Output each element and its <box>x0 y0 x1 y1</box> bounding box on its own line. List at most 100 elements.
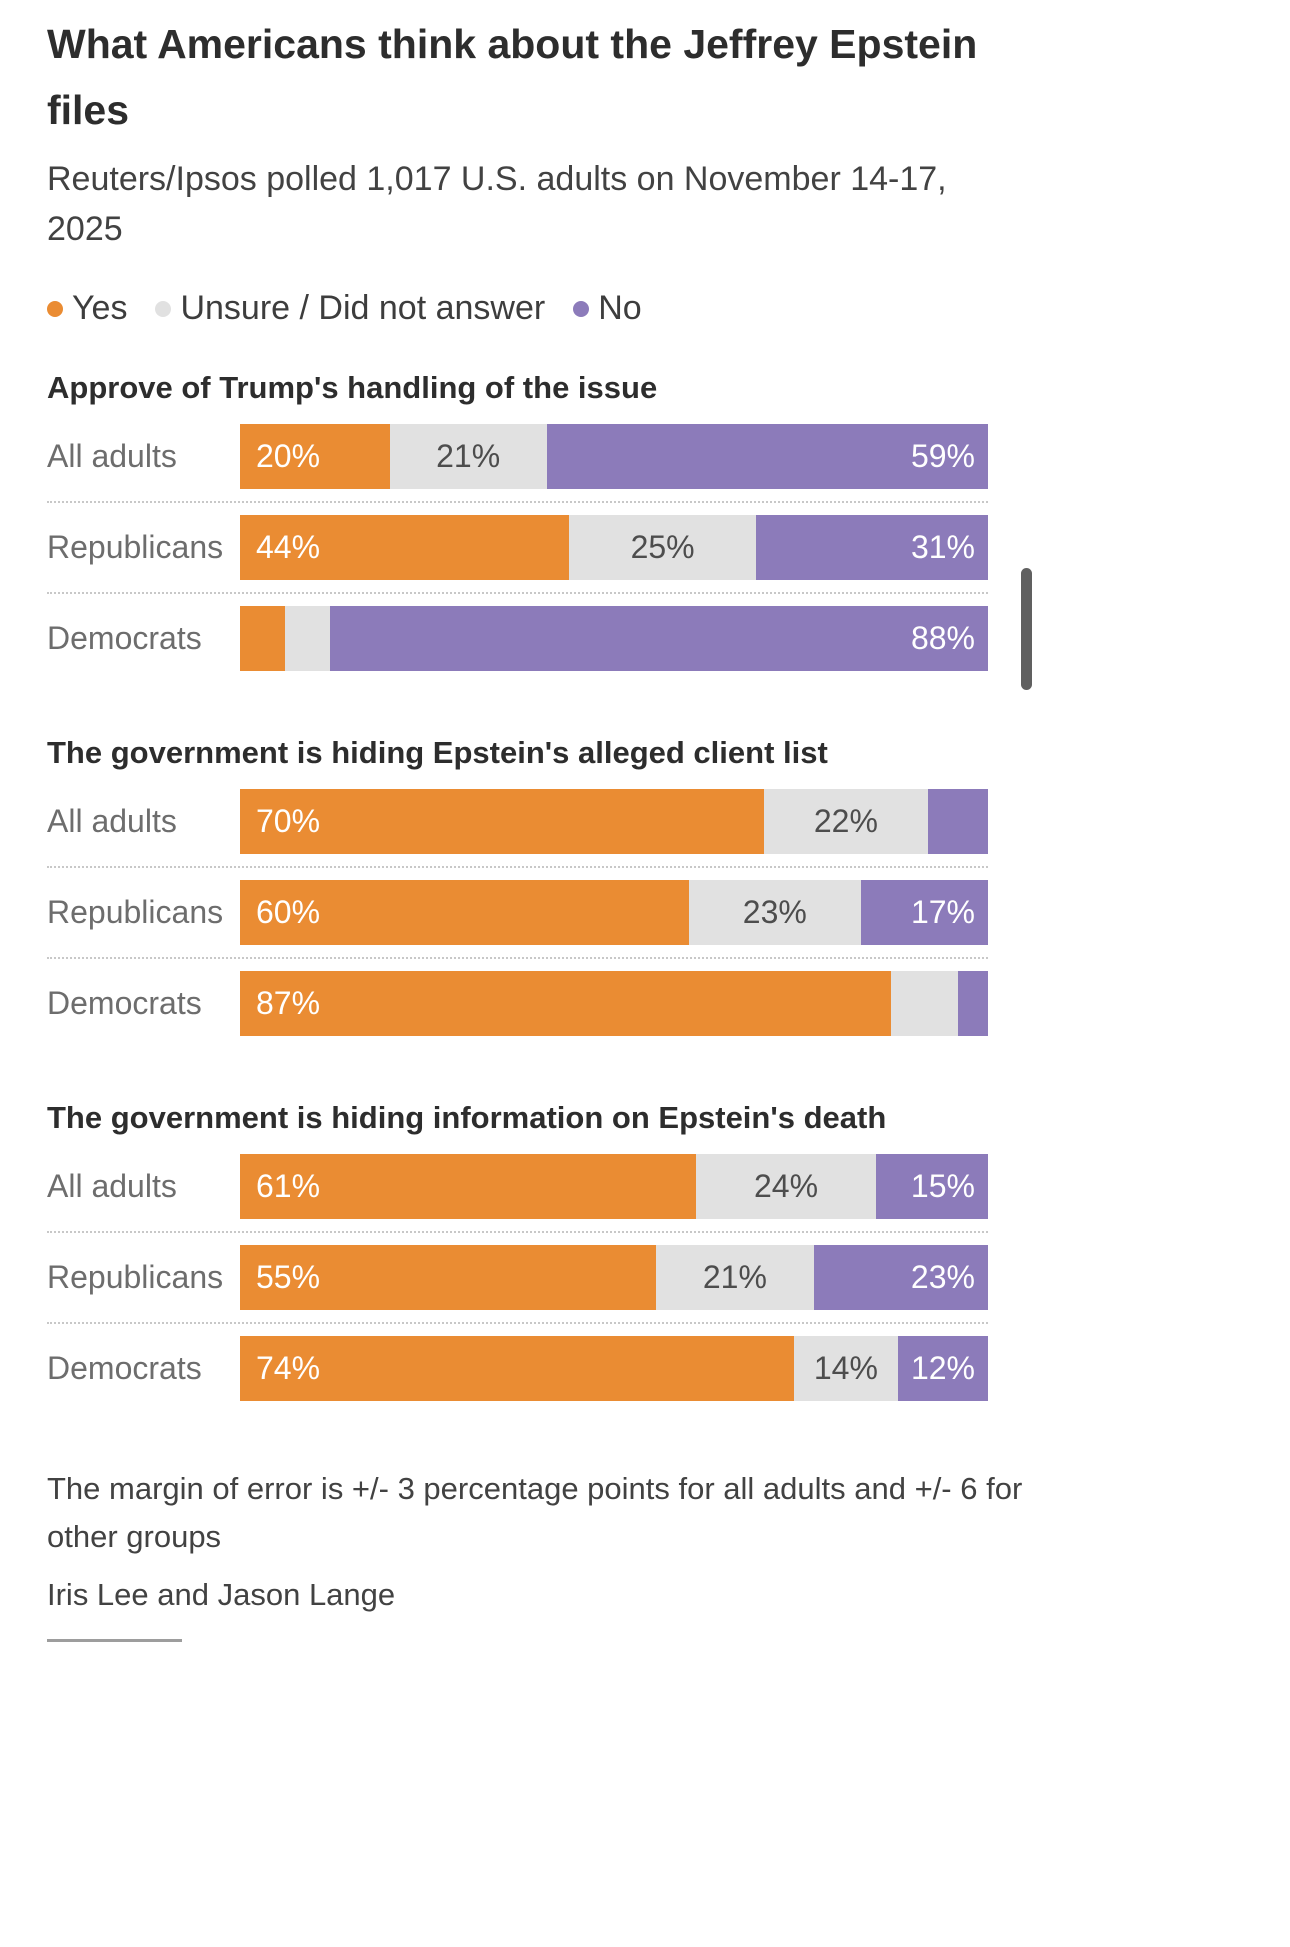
bar-track: 74% 14% 12% <box>240 1336 988 1402</box>
bar-segment-yes: 74% <box>240 1336 794 1402</box>
byline: Iris Lee and Jason Lange <box>47 1577 396 1613</box>
row-separator <box>47 1231 988 1234</box>
bar-row-all-adults: All adults 20% 21% 59% <box>47 424 988 490</box>
charts: Approve of Trump's handling of the issue… <box>47 370 1243 1402</box>
row-label: Republicans <box>47 529 224 566</box>
footnote: The margin of error is +/- 3 percentage … <box>47 1471 1023 1555</box>
bar-segment-unsure-did-not-answer: 24% <box>696 1154 876 1220</box>
bar-segment-yes: 55% <box>240 1245 656 1311</box>
chart-section-the-government-is-hiding-epstein-s-alleged-client-list: The government is hiding Epstein's alleg… <box>47 735 1243 1037</box>
bar-segment-no: 12% <box>898 1336 988 1402</box>
legend-label: Unsure / Did not answer <box>180 289 546 328</box>
bar-segment-no: 23% <box>814 1245 988 1311</box>
chart-title: The government is hiding Epstein's alleg… <box>47 735 828 771</box>
bar-segment-yes: 44% <box>240 515 570 581</box>
bar-segment-yes: 70% <box>240 789 764 855</box>
bar-segment-yes: 20% <box>240 424 390 490</box>
bar-segment-unsure-did-not-answer <box>890 971 959 1037</box>
bar-row-republicans: Republicans 55% 21% 23% <box>47 1245 988 1311</box>
bar-value-label: 25% <box>630 529 695 566</box>
bar-row-all-adults: All adults 61% 24% 15% <box>47 1154 988 1220</box>
bar-value-label: 74% <box>256 1350 321 1387</box>
row-label: All adults <box>47 438 177 475</box>
bar-value-label: 21% <box>436 438 501 475</box>
row-label: Democrats <box>47 620 202 657</box>
legend-item-no: No <box>573 289 642 328</box>
legend: Yes Unsure / Did not answer No <box>47 289 1243 328</box>
bar-value-label: 23% <box>742 894 807 931</box>
bar-value-label: 87% <box>256 985 321 1022</box>
bar-track: 60% 23% 17% <box>240 880 988 946</box>
bar-segment-unsure-did-not-answer <box>284 606 330 672</box>
bar-segment-yes <box>240 606 285 672</box>
scrollbar-thumb[interactable] <box>1021 568 1032 690</box>
bar-segment-no: 15% <box>875 1154 988 1220</box>
bar-segment-unsure-did-not-answer: 14% <box>793 1336 899 1402</box>
bar-segment-unsure-did-not-answer: 23% <box>688 880 861 946</box>
bar-track: 55% 21% 23% <box>240 1245 988 1311</box>
bar-value-label: 60% <box>256 894 321 931</box>
row-separator <box>47 1322 988 1325</box>
bar-track: 61% 24% 15% <box>240 1154 988 1220</box>
bar-segment-no <box>958 971 988 1037</box>
bar-track: 87% <box>240 971 988 1037</box>
bar-row-all-adults: All adults 70% 22% <box>47 789 988 855</box>
bottom-divider <box>47 1639 182 1643</box>
bar-value-label: 21% <box>702 1259 767 1296</box>
bar-value-label: 14% <box>813 1350 878 1387</box>
row-label: All adults <box>47 803 177 840</box>
bar-value-label: 31% <box>910 529 975 566</box>
bar-value-label: 70% <box>256 803 321 840</box>
bar-segment-no: 88% <box>329 606 988 672</box>
subtitle: Reuters/Ipsos polled 1,017 U.S. adults o… <box>47 160 947 249</box>
bar-segment-no: 31% <box>756 515 988 581</box>
row-label: Republicans <box>47 1259 224 1296</box>
page-title: What Americans think about the Jeffrey E… <box>47 21 978 133</box>
legend-item-unsure-did-not-answer: Unsure / Did not answer <box>155 289 545 328</box>
bar-value-label: 20% <box>256 438 321 475</box>
legend-label: No <box>598 289 642 328</box>
legend-dot-icon <box>155 300 172 317</box>
bar-segment-unsure-did-not-answer: 21% <box>655 1245 815 1311</box>
row-separator <box>47 866 988 869</box>
bar-row-democrats: Democrats 87% <box>47 971 988 1037</box>
bar-value-label: 88% <box>910 620 975 657</box>
legend-dot-icon <box>573 300 590 317</box>
bar-value-label: 12% <box>910 1350 975 1387</box>
bar-value-label: 23% <box>910 1259 975 1296</box>
chart-title: The government is hiding information on … <box>47 1100 887 1136</box>
bar-track: 20% 21% 59% <box>240 424 988 490</box>
chart-section-approve-of-trump-s-handling-of-the-issue: Approve of Trump's handling of the issue… <box>47 370 1243 672</box>
bar-row-democrats: Democrats 88% <box>47 606 988 672</box>
bar-row-republicans: Republicans 44% 25% 31% <box>47 515 988 581</box>
row-separator <box>47 592 988 595</box>
bar-segment-yes: 60% <box>240 880 689 946</box>
legend-dot-icon <box>47 300 63 317</box>
chart-title: Approve of Trump's handling of the issue <box>47 370 658 406</box>
bar-value-label: 22% <box>813 803 878 840</box>
bar-value-label: 17% <box>910 894 975 931</box>
bar-row-republicans: Republicans 60% 23% 17% <box>47 880 988 946</box>
row-separator <box>47 501 988 504</box>
bar-track: 44% 25% 31% <box>240 515 988 581</box>
bar-value-label: 55% <box>256 1259 321 1296</box>
bar-value-label: 24% <box>754 1168 819 1205</box>
bar-value-label: 61% <box>256 1168 321 1205</box>
bar-segment-no: 59% <box>546 424 988 490</box>
chart-section-the-government-is-hiding-information-on-epstein-s-death: The government is hiding information on … <box>47 1100 1243 1402</box>
row-label: Republicans <box>47 894 224 931</box>
bar-value-label: 59% <box>910 438 975 475</box>
bar-track: 88% <box>240 606 988 672</box>
row-label: Democrats <box>47 1350 202 1387</box>
bar-row-democrats: Democrats 74% 14% 12% <box>47 1336 988 1402</box>
poll-graphic: What Americans think about the Jeffrey E… <box>47 21 1243 1643</box>
bar-track: 70% 22% <box>240 789 988 855</box>
bar-value-label: 15% <box>910 1168 975 1205</box>
bar-segment-no <box>928 789 988 855</box>
bar-segment-unsure-did-not-answer: 25% <box>569 515 757 581</box>
legend-label: Yes <box>72 289 128 328</box>
row-label: All adults <box>47 1168 177 1205</box>
bar-segment-yes: 87% <box>240 971 891 1037</box>
bar-segment-unsure-did-not-answer: 22% <box>763 789 929 855</box>
bar-segment-unsure-did-not-answer: 21% <box>389 424 547 490</box>
